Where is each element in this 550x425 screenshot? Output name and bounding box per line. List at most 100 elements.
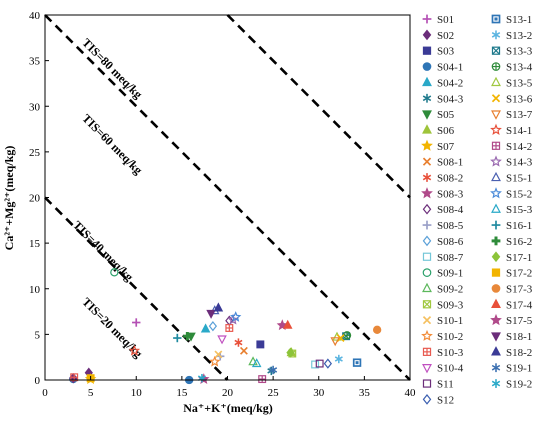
y-tick-label: 40 xyxy=(29,10,41,22)
legend-marker xyxy=(422,252,432,261)
legend-marker xyxy=(422,14,432,24)
legend-marker xyxy=(490,123,502,135)
legend-marker xyxy=(421,187,433,199)
data-point-s12 xyxy=(323,358,333,369)
legend-item: S17-3 xyxy=(491,283,533,295)
legend-item: S08-3 xyxy=(421,187,464,200)
legend-marker xyxy=(491,236,501,246)
legend-marker xyxy=(422,110,432,120)
legend-label: S01 xyxy=(437,14,454,26)
legend-marker xyxy=(422,157,432,166)
x-tick-label: 5 xyxy=(88,387,94,399)
legend-marker xyxy=(422,379,432,388)
legend-label: S06 xyxy=(437,125,455,137)
legend-marker xyxy=(491,46,501,55)
tis-label: TIS=20 meq/kg xyxy=(79,295,145,361)
legend-marker xyxy=(491,251,501,263)
x-tick-label: 35 xyxy=(359,387,371,399)
legend-item: S01 xyxy=(422,14,454,26)
legend-label: S13-5 xyxy=(506,77,533,89)
legend-label: S08-3 xyxy=(437,188,464,200)
data-point-s09-2 xyxy=(248,356,258,366)
legend-label: S04-2 xyxy=(437,77,463,89)
legend-label: S04-1 xyxy=(437,62,463,74)
legend: S01 S02 S03 S04-1 S04-2 S04-3 S05 S06 S07 S08-1 S0… xyxy=(421,14,533,406)
y-tick-label: 20 xyxy=(29,193,41,205)
legend-item: S09-2 xyxy=(422,282,463,295)
tis-label: TIS=40 meq/kg xyxy=(70,218,136,284)
data-point-s01 xyxy=(132,318,141,327)
legend-marker xyxy=(490,155,502,167)
legend-item: S05 xyxy=(422,109,455,121)
legend-label: S12 xyxy=(437,394,454,406)
legend-item: S18-2 xyxy=(491,346,532,359)
data-point-s15-3 xyxy=(251,358,262,368)
legend-item: S14-2 xyxy=(491,141,532,153)
data-point-s17-1 xyxy=(286,347,295,358)
legend-label: S14-1 xyxy=(506,125,532,137)
legend-label: S13-2 xyxy=(506,30,532,42)
legend-item: S16-2 xyxy=(491,236,532,248)
legend-marker xyxy=(491,171,501,182)
legend-item: S12 xyxy=(422,394,454,406)
legend-item: S15-3 xyxy=(491,203,533,216)
data-point-s14-3 xyxy=(227,313,239,325)
data-point-s16-1 xyxy=(173,333,182,343)
data-point-s13-6 xyxy=(336,334,345,342)
y-tick-label: 15 xyxy=(29,238,41,250)
legend-marker xyxy=(491,203,501,213)
legend-item: S14-1 xyxy=(490,123,532,137)
data-point-s04-2 xyxy=(200,323,211,333)
legend-marker xyxy=(491,268,501,277)
legend-marker xyxy=(421,329,433,341)
legend-label: S13-4 xyxy=(506,62,533,74)
tis-line xyxy=(44,14,411,381)
legend-marker xyxy=(422,316,432,325)
legend-item: S17-2 xyxy=(491,268,532,280)
legend-item: S16-1 xyxy=(491,220,532,232)
plot-area: TIS=20 meq/kg TIS=40 meq/kg TIS=60 meq/kg T… xyxy=(44,14,411,385)
legend-item: S17-1 xyxy=(491,251,532,264)
legend-item: S04-2 xyxy=(422,76,463,89)
legend-marker xyxy=(422,76,432,87)
legend-item: S08-4 xyxy=(422,203,464,216)
legend-marker xyxy=(422,394,432,405)
axes: 0 5 10 15 20 25 30 35 40 0 5 10 15 20 25 30 35 40 xyxy=(29,10,416,399)
legend-item: S06 xyxy=(422,124,455,137)
legend-label: S09-3 xyxy=(437,299,464,311)
data-point-s16-2 xyxy=(183,332,192,341)
legend-marker xyxy=(422,364,432,374)
data-point-s13-7 xyxy=(330,337,340,347)
legend-item: S17-4 xyxy=(491,298,533,311)
legend-marker xyxy=(422,282,432,293)
legend-label: S10-2 xyxy=(437,331,463,343)
legend-marker xyxy=(491,62,501,71)
data-point-s08-1 xyxy=(239,346,248,355)
legend-label: S17-3 xyxy=(506,283,533,295)
legend-label: S09-1 xyxy=(437,268,463,280)
legend-item: S19-1 xyxy=(491,363,532,375)
legend-item: S02 xyxy=(422,29,454,42)
legend-label: S07 xyxy=(437,141,455,153)
legend-item: S17-5 xyxy=(490,313,533,327)
data-point-s13-1 xyxy=(352,358,362,367)
legend-item: S08-6 xyxy=(422,235,464,248)
legend-marker xyxy=(422,220,432,230)
legend-marker xyxy=(422,203,432,215)
legend-label: S03 xyxy=(437,46,455,58)
legend-item: S13-6 xyxy=(491,93,533,105)
data-point-s03 xyxy=(256,340,265,349)
legend-marker xyxy=(422,93,432,103)
legend-label: S19-1 xyxy=(506,363,532,375)
legend-marker xyxy=(491,379,501,388)
data-point-s10-1 xyxy=(214,350,223,359)
legend-marker xyxy=(491,141,501,150)
legend-label: S10-4 xyxy=(437,363,464,375)
legend-label: S14-2 xyxy=(506,141,532,153)
data-point-s19-1 xyxy=(269,365,278,375)
legend-label: S08-5 xyxy=(437,220,464,232)
data-point-s17-4 xyxy=(282,319,293,329)
legend-item: S10-4 xyxy=(422,363,464,375)
legend-marker xyxy=(491,284,501,293)
